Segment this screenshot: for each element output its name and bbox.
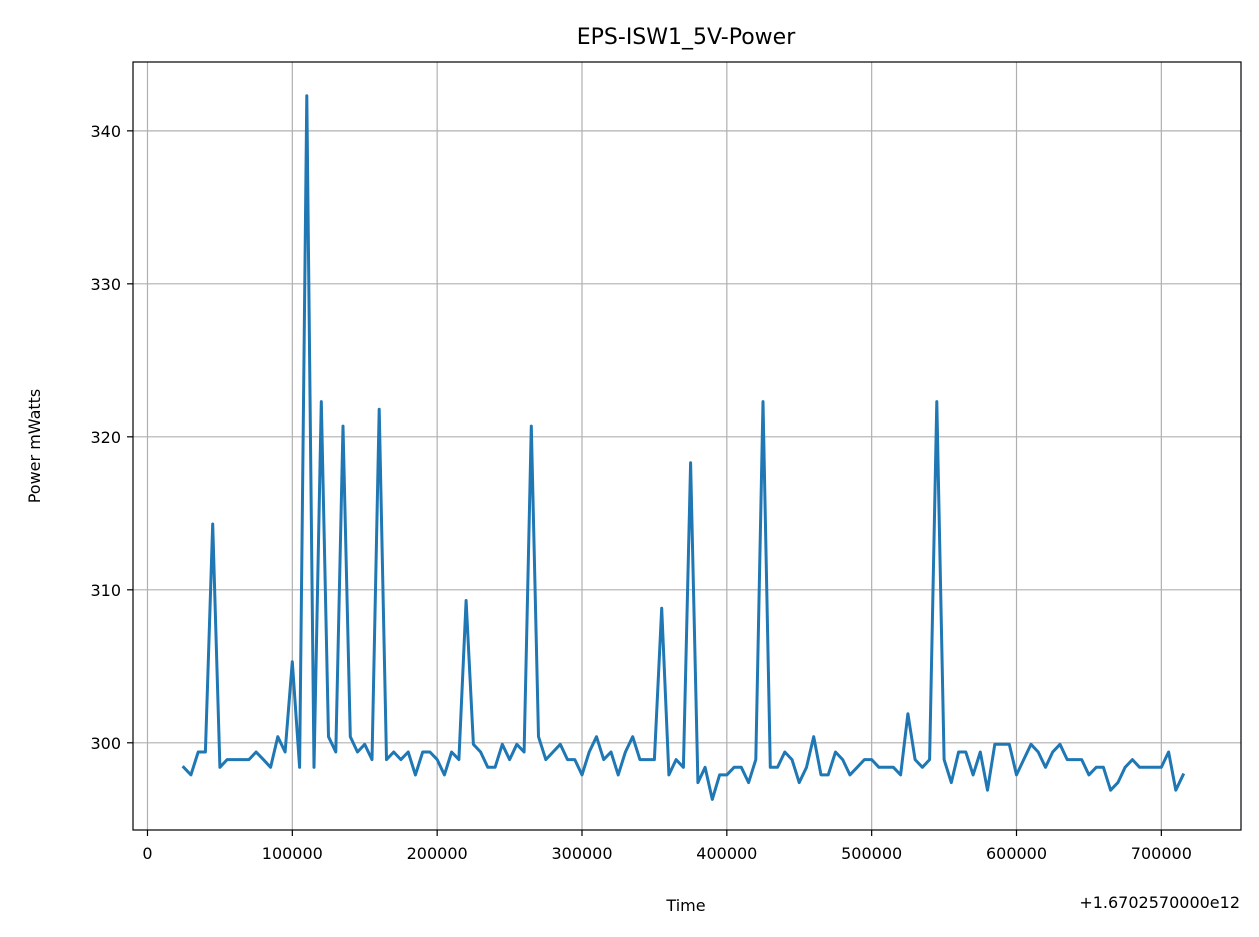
x-tick-label: 300000 xyxy=(551,844,612,863)
x-tick-label: 0 xyxy=(142,844,152,863)
chart-title: EPS-ISW1_5V-Power xyxy=(577,25,796,50)
x-tick-label: 400000 xyxy=(696,844,757,863)
x-tick-label: 100000 xyxy=(262,844,323,863)
y-tick-label: 310 xyxy=(90,581,121,600)
y-tick-label: 300 xyxy=(90,734,121,753)
axis-ticks: 0 100000 200000 300000 400000 500000 600000 700… xyxy=(90,122,1191,863)
series-layer xyxy=(181,94,1186,801)
x-axis-label: Time xyxy=(665,896,705,915)
grid-lines xyxy=(133,62,1241,830)
plot-frame xyxy=(132,61,1242,831)
series-line xyxy=(181,94,1186,801)
y-tick-label: 320 xyxy=(90,428,121,447)
x-tick-label: 500000 xyxy=(841,844,902,863)
y-axis-label: Power mWatts xyxy=(25,389,44,504)
x-axis-offset-text: +1.6702570000e12 xyxy=(1079,893,1240,912)
x-tick-label: 200000 xyxy=(407,844,468,863)
y-tick-label: 340 xyxy=(90,122,121,141)
x-tick-label: 700000 xyxy=(1131,844,1192,863)
x-tick-label: 600000 xyxy=(986,844,1047,863)
y-tick-label: 330 xyxy=(90,275,121,294)
